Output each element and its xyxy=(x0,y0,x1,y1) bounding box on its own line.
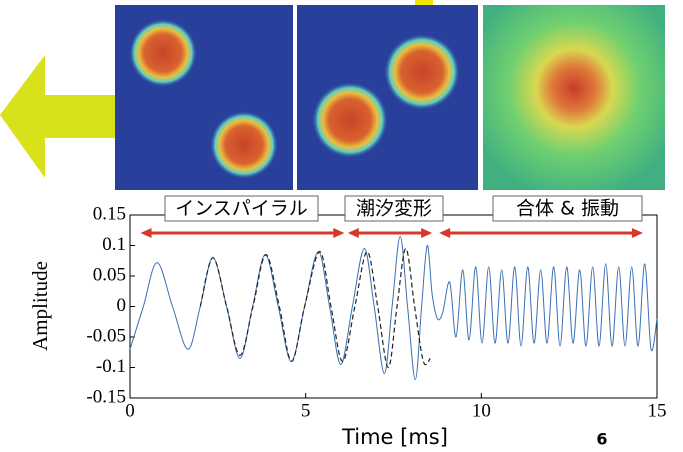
y-tick-label: -0.15 xyxy=(86,386,126,407)
star xyxy=(210,111,278,179)
y-tick-label: 0 xyxy=(117,295,127,316)
arrow-head xyxy=(333,228,345,238)
image-panel xyxy=(483,5,665,190)
waveform-line xyxy=(129,235,658,381)
arrow-head xyxy=(631,228,643,238)
arrow-head xyxy=(421,228,433,238)
star xyxy=(384,34,460,110)
arrow-head xyxy=(140,228,152,238)
phase-label: 合体 & 振動 xyxy=(516,198,619,220)
star xyxy=(312,82,388,158)
phase-label-box xyxy=(164,195,319,222)
arrow-head xyxy=(439,228,451,238)
x-tick-label: 5 xyxy=(301,400,311,421)
plot-frame xyxy=(129,214,658,399)
arrow-head xyxy=(347,228,359,238)
phase-label-box xyxy=(344,195,444,222)
y-tick-label: 0.15 xyxy=(93,203,126,224)
simulation-images xyxy=(115,5,665,190)
yellow-arrow xyxy=(0,55,130,178)
y-tick-label: 0.1 xyxy=(102,234,126,255)
page-number: 6 xyxy=(596,430,607,449)
y-tick-label: -0.05 xyxy=(86,325,126,346)
x-tick-label: 15 xyxy=(648,400,667,421)
y-axis-label: Amplitude xyxy=(28,261,52,351)
waveform-line xyxy=(199,247,431,369)
y-tick-label: 0.05 xyxy=(93,264,126,285)
y-tick-label: -0.1 xyxy=(96,356,126,377)
phase-label: 潮汐変形 xyxy=(356,198,432,220)
x-tick-label: 0 xyxy=(125,400,135,421)
star xyxy=(129,19,197,87)
x-tick-label: 10 xyxy=(472,400,491,421)
x-axis-label: Time [ms] xyxy=(341,425,448,449)
phase-label: インスパイラル xyxy=(175,198,308,220)
phase-label-box xyxy=(492,195,643,222)
